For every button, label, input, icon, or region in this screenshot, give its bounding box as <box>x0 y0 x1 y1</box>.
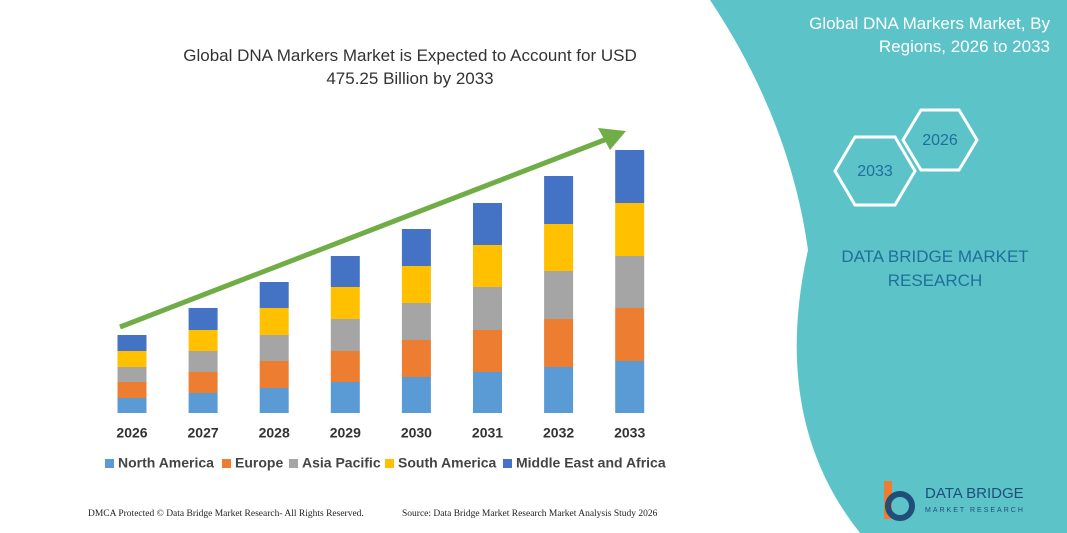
bar-segment <box>259 388 289 413</box>
x-tick-label: 2029 <box>330 425 361 441</box>
logo-icon <box>884 481 915 521</box>
bar-segment <box>473 203 502 245</box>
bar-segment <box>544 176 574 224</box>
legend-label: South America <box>398 455 496 471</box>
bar-segment <box>330 256 360 287</box>
trend-arrow-head <box>598 128 626 150</box>
legend-swatch <box>222 459 231 468</box>
x-tick-label: 2030 <box>401 425 432 441</box>
bar-segment <box>473 372 502 413</box>
bar-segment <box>544 271 574 319</box>
bar-segment <box>473 245 502 287</box>
bar-segment <box>188 372 218 393</box>
bar-segment <box>117 367 147 382</box>
hexagon-label: 2033 <box>857 163 893 180</box>
x-tick-label: 2026 <box>116 425 147 441</box>
bar-segment <box>544 367 574 413</box>
bar-segment <box>615 256 645 308</box>
bar-segment <box>330 319 360 351</box>
bar-segment <box>401 377 431 413</box>
bar-segment <box>401 340 431 377</box>
legend-label: Europe <box>235 455 283 471</box>
legend-swatch <box>105 459 114 468</box>
footer-left: DMCA Protected © Data Bridge Market Rese… <box>88 509 364 519</box>
bar-segment <box>544 224 574 271</box>
bar-segment <box>615 308 645 361</box>
side-panel-bg <box>710 0 1067 533</box>
bar-segment <box>544 319 574 367</box>
bar-segment <box>117 398 147 413</box>
legend-swatch <box>503 459 512 468</box>
legend-label: North America <box>118 455 214 471</box>
bar-segment <box>401 229 431 266</box>
bar-segment <box>117 351 147 367</box>
x-tick-label: 2032 <box>543 425 574 441</box>
bar-segment <box>401 303 431 340</box>
bar-segment <box>117 382 147 398</box>
bar-segment <box>259 282 289 308</box>
logo-tagline: MARKET RESEARCH <box>925 507 1025 514</box>
bar-segment <box>330 351 360 382</box>
bar-segment <box>615 150 645 203</box>
bar-segment <box>473 287 502 330</box>
bar-segment <box>188 351 218 372</box>
bar-segment <box>330 382 360 413</box>
bar-segment <box>615 203 645 256</box>
bar-segment <box>401 266 431 303</box>
legend-swatch <box>289 459 298 468</box>
brand: DATA BRIDGE MARKET RESEARCH <box>841 247 1029 290</box>
bar-segment <box>188 308 218 330</box>
x-tick-label: 2031 <box>472 425 503 441</box>
chart-title: Global DNA Markers Market is Expected to… <box>183 46 637 88</box>
bar-segment <box>259 361 289 388</box>
bar-segment <box>188 393 218 413</box>
panel-title: Global DNA Markers Market, By Regions, 2… <box>809 14 1050 56</box>
legend-label: Middle East and Africa <box>516 455 666 471</box>
bar-segment <box>188 330 218 351</box>
bar-segment <box>615 361 645 413</box>
bar-segment <box>330 287 360 319</box>
footer-right: Source: Data Bridge Market Research Mark… <box>402 509 658 519</box>
trend-arrow <box>119 134 613 330</box>
x-tick-label: 2028 <box>259 425 290 441</box>
legend-label: Asia Pacific <box>302 455 381 471</box>
bar-segment <box>117 335 147 351</box>
hexagon <box>901 108 979 172</box>
x-tick-label: 2027 <box>188 425 219 441</box>
hexagon <box>833 135 917 207</box>
bar-segment <box>259 335 289 361</box>
hexagon-label: 2026 <box>922 132 958 149</box>
logo-name: DATA BRIDGE <box>925 485 1024 502</box>
bar-segment <box>473 330 502 372</box>
bar-segment <box>259 308 289 335</box>
x-tick-label: 2033 <box>614 425 645 441</box>
legend-swatch <box>385 459 394 468</box>
